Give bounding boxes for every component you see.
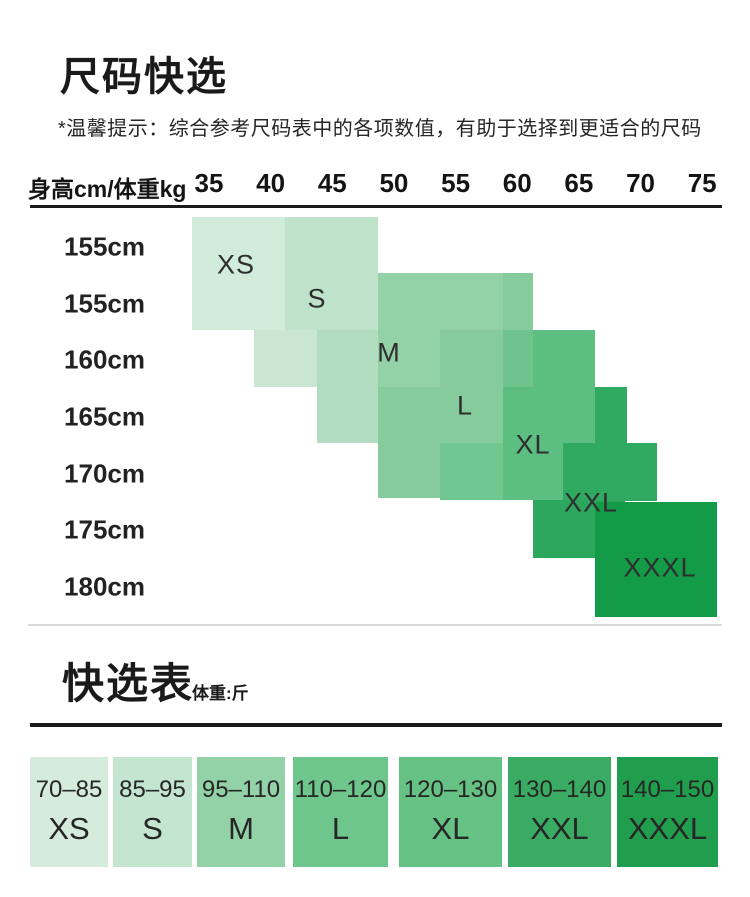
weight-tick: 40 bbox=[256, 168, 286, 198]
cell-weight-range: 85–95 bbox=[119, 775, 186, 803]
cell-weight-range: 140–150 bbox=[620, 775, 715, 803]
weight-tick: 35 bbox=[194, 168, 224, 198]
quick-cell: 85–95 S bbox=[113, 757, 192, 867]
cell-size-label: XS bbox=[48, 810, 90, 846]
size-block bbox=[440, 330, 503, 443]
cell-size-label: L bbox=[331, 810, 350, 846]
size-label: XS bbox=[216, 249, 256, 280]
cell-weight-range: 70–85 bbox=[35, 775, 103, 803]
size-block bbox=[503, 443, 565, 500]
quick-cell: 110–120 L bbox=[293, 757, 388, 867]
weight-tick: 45 bbox=[317, 168, 347, 198]
quick-cell: 140–150 XXXL bbox=[617, 757, 718, 867]
height-tick: 175cm bbox=[64, 514, 145, 545]
header-rule bbox=[30, 205, 722, 208]
section-divider bbox=[28, 624, 722, 626]
cell-size-label: M bbox=[228, 810, 254, 846]
cell-size-label: S bbox=[142, 810, 163, 846]
page-title: 尺码快选 bbox=[60, 55, 228, 99]
quick-table-title: 快选表 bbox=[62, 660, 195, 707]
height-tick: 170cm bbox=[64, 458, 145, 489]
size-label: XL bbox=[515, 429, 551, 460]
tip-note: *温馨提示：综合参考尺码表中的各项数值，有助于选择到更适合的尺码 bbox=[58, 118, 702, 140]
quick-cell: 120–130 XL bbox=[399, 757, 502, 867]
height-tick: 155cm bbox=[64, 288, 145, 319]
weight-tick: 55 bbox=[441, 168, 471, 198]
height-tick: 180cm bbox=[64, 571, 145, 602]
size-block bbox=[378, 330, 440, 387]
cell-weight-range: 130–140 bbox=[512, 775, 607, 803]
size-label: XXXL bbox=[623, 552, 697, 583]
size-block bbox=[563, 443, 657, 501]
size-block bbox=[378, 387, 440, 498]
size-block bbox=[440, 443, 503, 500]
height-tick: 165cm bbox=[64, 401, 145, 432]
size-block bbox=[503, 273, 533, 330]
cell-size-label: XXL bbox=[530, 810, 589, 846]
size-block bbox=[503, 330, 533, 387]
cell-size-label: XL bbox=[431, 810, 470, 846]
size-block bbox=[595, 502, 717, 617]
quick-cell: 130–140 XXL bbox=[508, 757, 611, 867]
size-block bbox=[285, 217, 378, 330]
weight-tick: 75 bbox=[687, 168, 717, 198]
quick-table-rule bbox=[30, 723, 722, 727]
size-block bbox=[378, 273, 503, 330]
weight-tick: 70 bbox=[626, 168, 656, 198]
cell-weight-range: 95–110 bbox=[201, 775, 281, 803]
size-block bbox=[595, 387, 627, 443]
weight-tick: 50 bbox=[379, 168, 409, 198]
size-block bbox=[317, 330, 378, 443]
unit-label: 体重:斤 bbox=[192, 684, 249, 703]
size-label: M bbox=[377, 337, 401, 368]
quick-cell: 70–85 XS bbox=[30, 757, 108, 867]
height-tick: 155cm bbox=[64, 231, 145, 262]
cell-weight-range: 120–130 bbox=[403, 775, 498, 803]
cell-weight-range: 110–120 bbox=[294, 775, 387, 803]
height-tick: 160cm bbox=[64, 344, 145, 375]
size-block bbox=[254, 330, 317, 387]
size-label: XXL bbox=[563, 487, 619, 518]
quick-cell: 95–110 M bbox=[197, 757, 285, 867]
size-label: L bbox=[456, 390, 474, 421]
weight-tick: 65 bbox=[564, 168, 594, 198]
size-label: S bbox=[307, 283, 327, 314]
weight-tick: 60 bbox=[502, 168, 532, 198]
size-block bbox=[503, 387, 533, 443]
cell-size-label: XXXL bbox=[627, 810, 708, 846]
axis-label: 身高cm/体重kg bbox=[28, 176, 187, 202]
size-block bbox=[192, 217, 285, 330]
size-block bbox=[533, 330, 595, 443]
